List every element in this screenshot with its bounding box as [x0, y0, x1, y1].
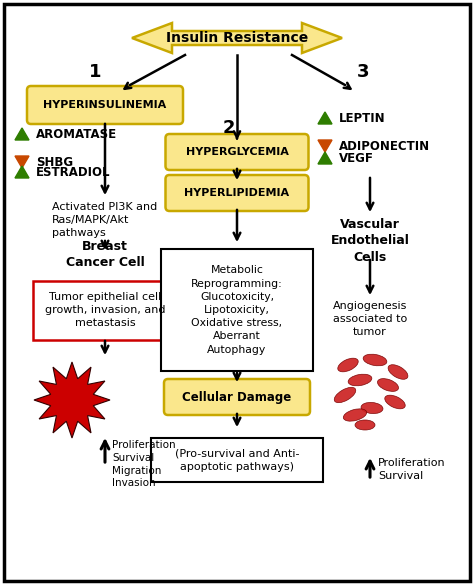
Text: AROMATASE: AROMATASE [36, 128, 117, 140]
Polygon shape [15, 128, 29, 140]
Ellipse shape [388, 364, 408, 379]
Polygon shape [318, 140, 332, 152]
Polygon shape [15, 156, 29, 168]
FancyBboxPatch shape [33, 280, 177, 339]
Text: Vascular
Endothelial
Cells: Vascular Endothelial Cells [330, 218, 410, 264]
Text: 2: 2 [223, 119, 235, 137]
FancyBboxPatch shape [161, 249, 313, 371]
Text: LEPTIN: LEPTIN [339, 112, 386, 125]
Ellipse shape [361, 402, 383, 414]
Ellipse shape [385, 395, 405, 409]
Text: SHBG: SHBG [36, 156, 73, 168]
Text: Cellular Damage: Cellular Damage [182, 391, 292, 404]
Text: 3: 3 [357, 63, 369, 81]
Text: HYPERINSULINEMIA: HYPERINSULINEMIA [44, 100, 167, 110]
FancyBboxPatch shape [165, 175, 309, 211]
FancyBboxPatch shape [165, 134, 309, 170]
FancyBboxPatch shape [4, 4, 470, 581]
Text: Proliferation
Survival
Migration
Invasion: Proliferation Survival Migration Invasio… [112, 440, 176, 488]
Text: Activated PI3K and
Ras/MAPK/Akt
pathways: Activated PI3K and Ras/MAPK/Akt pathways [52, 202, 158, 239]
Text: ESTRADIOL: ESTRADIOL [36, 166, 110, 178]
Text: VEGF: VEGF [339, 152, 374, 164]
Text: 1: 1 [89, 63, 101, 81]
Text: Proliferation
Survival: Proliferation Survival [378, 458, 446, 481]
Text: Angiogenesis
associated to
tumor: Angiogenesis associated to tumor [333, 301, 407, 336]
FancyBboxPatch shape [151, 438, 323, 482]
Ellipse shape [348, 374, 372, 386]
Ellipse shape [363, 354, 387, 366]
Ellipse shape [343, 409, 367, 421]
Polygon shape [318, 112, 332, 124]
Text: HYPERGLYCEMIA: HYPERGLYCEMIA [185, 147, 289, 157]
Ellipse shape [377, 378, 399, 391]
Text: ADIPONECTIN: ADIPONECTIN [339, 139, 430, 153]
Text: HYPERLIPIDEMIA: HYPERLIPIDEMIA [184, 188, 290, 198]
FancyBboxPatch shape [27, 86, 183, 124]
FancyBboxPatch shape [164, 379, 310, 415]
Text: (Pro-survival and Anti-
apoptotic pathways): (Pro-survival and Anti- apoptotic pathwa… [175, 448, 299, 472]
Ellipse shape [334, 387, 356, 402]
Text: Tumor epithelial cell
growth, invasion, and
metastasis: Tumor epithelial cell growth, invasion, … [45, 292, 165, 328]
Polygon shape [318, 152, 332, 164]
Polygon shape [132, 23, 342, 53]
Text: Metabolic
Reprogramming:
Glucotoxicity,
Lipotoxicity,
Oxidative stress,
Aberrant: Metabolic Reprogramming: Glucotoxicity, … [191, 266, 283, 355]
Ellipse shape [338, 358, 358, 372]
Ellipse shape [355, 420, 375, 430]
Polygon shape [15, 166, 29, 178]
Polygon shape [34, 362, 110, 438]
Text: Breast
Cancer Cell: Breast Cancer Cell [65, 240, 145, 270]
Text: Insulin Resistance: Insulin Resistance [166, 31, 308, 45]
